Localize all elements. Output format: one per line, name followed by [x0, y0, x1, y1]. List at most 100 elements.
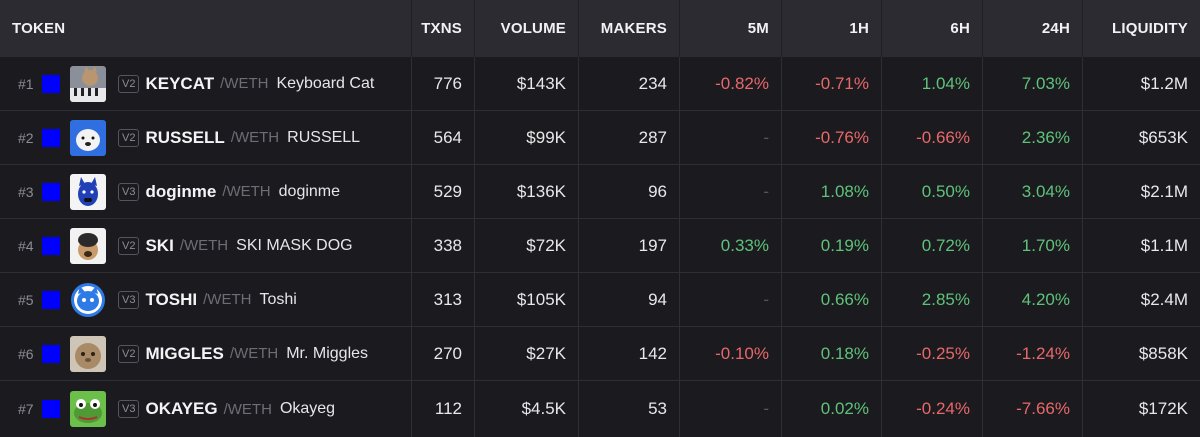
- token-cell[interactable]: #7 V3 OKAYEG /WETH Okayeg: [0, 381, 412, 437]
- keycat-avatar-icon: [70, 65, 106, 102]
- change-6h-cell: -0.66%: [882, 111, 983, 164]
- change-24h-cell: 1.70%: [983, 219, 1083, 272]
- col-24h[interactable]: 24H: [983, 0, 1083, 57]
- pair-separator: /: [203, 291, 208, 308]
- liquidity-cell: $1.2M: [1140, 73, 1188, 93]
- quote-token: /WETH: [230, 345, 278, 362]
- table-row[interactable]: #5 V3 TOSHI /WETH Toshi 313 $105K 94 - 0…: [0, 273, 1200, 327]
- quote-symbol: WETH: [207, 291, 252, 308]
- token-name: SKI MASK DOG: [236, 236, 353, 254]
- change-6h-cell: 0.50%: [882, 165, 983, 218]
- token-name: Toshi: [259, 290, 297, 308]
- table-row[interactable]: #3 V3 doginme /WETH doginme 529 $136K 96…: [0, 165, 1200, 219]
- change-1h-cell: 0.02%: [782, 381, 882, 437]
- col-liquidity[interactable]: LIQUIDITY: [1112, 20, 1188, 37]
- col-6h[interactable]: 6H: [882, 0, 983, 57]
- change-1h-cell: 1.08%: [782, 165, 882, 218]
- change-24h-cell: -1.24%: [983, 327, 1083, 380]
- makers-cell: 142: [579, 327, 680, 380]
- dex-version-badge: V2: [118, 128, 140, 147]
- dex-version-badge: V2: [118, 74, 140, 93]
- txns-cell: 270: [412, 327, 475, 380]
- col-5m[interactable]: 5M: [680, 0, 782, 57]
- table-header: TOKEN TXNS VOLUME MAKERS 5M 1H 6H 24H LI…: [0, 0, 1200, 57]
- txns-cell: 313: [412, 273, 475, 326]
- col-txns[interactable]: TXNS: [412, 0, 475, 57]
- change-24h-cell: 7.03%: [983, 57, 1083, 110]
- quote-symbol: WETH: [183, 237, 229, 254]
- change-5m-cell: -0.10%: [680, 327, 782, 380]
- liquidity-cell: $858K: [1138, 343, 1188, 363]
- dex-version-badge: V3: [118, 400, 140, 418]
- rank-label: #1: [18, 75, 34, 92]
- pair-separator: /: [223, 400, 228, 418]
- dex-version-badge: V3: [118, 182, 140, 201]
- table-body: #1 V2 KEYCAT /WETH Keyboard Cat 776 $143…: [0, 57, 1200, 437]
- token-cell[interactable]: #1 V2 KEYCAT /WETH Keyboard Cat: [0, 57, 412, 110]
- col-token[interactable]: TOKEN: [0, 0, 412, 57]
- chain-badge-icon: [42, 290, 60, 309]
- token-symbol[interactable]: OKAYEG: [145, 399, 218, 418]
- change-5m-cell: -: [680, 381, 782, 437]
- change-6h-cell: 0.72%: [882, 219, 983, 272]
- token-name: RUSSELL: [287, 128, 361, 146]
- col-1h[interactable]: 1H: [782, 0, 882, 57]
- table-row[interactable]: #2 V2 RUSSELL /WETH RUSSELL 564 $99K 287…: [0, 111, 1200, 165]
- quote-token: /WETH: [222, 183, 270, 200]
- liquidity-cell: $1.1M: [1140, 235, 1188, 255]
- token-name: doginme: [278, 182, 341, 200]
- change-6h-cell: -0.25%: [882, 327, 983, 380]
- dex-version-badge: V2: [118, 236, 140, 255]
- change-5m-cell: 0.33%: [680, 219, 782, 272]
- change-5m-cell: -: [680, 165, 782, 218]
- change-5m-cell: -: [680, 273, 782, 326]
- quote-symbol: WETH: [224, 75, 269, 92]
- table-row[interactable]: #6 V2 MIGGLES /WETH Mr. Miggles 270 $27K…: [0, 327, 1200, 381]
- token-cell[interactable]: #4 V2 SKI /WETH SKI MASK DOG: [0, 219, 412, 272]
- token-symbol[interactable]: KEYCAT: [145, 73, 215, 93]
- chain-badge-icon: [42, 182, 60, 201]
- token-cell[interactable]: #3 V3 doginme /WETH doginme: [0, 165, 412, 218]
- token-cell[interactable]: #5 V3 TOSHI /WETH Toshi: [0, 273, 412, 326]
- volume-cell: $136K: [475, 165, 579, 218]
- pair-separator: /: [220, 75, 225, 92]
- token-symbol[interactable]: doginme: [145, 181, 217, 201]
- dex-version-badge: V3: [118, 290, 140, 309]
- russell-avatar-icon: [70, 119, 106, 156]
- token-cell[interactable]: #2 V2 RUSSELL /WETH RUSSELL: [0, 111, 412, 164]
- chain-badge-icon: [42, 236, 60, 255]
- token-symbol[interactable]: RUSSELL: [145, 127, 225, 147]
- quote-token: /WETH: [203, 291, 251, 308]
- token-symbol[interactable]: TOSHI: [145, 289, 198, 309]
- col-volume[interactable]: VOLUME: [475, 0, 579, 57]
- makers-cell: 53: [579, 381, 680, 437]
- rank-label: #5: [18, 291, 34, 308]
- txns-cell: 564: [412, 111, 475, 164]
- quote-symbol: WETH: [234, 345, 279, 362]
- change-1h-cell: 0.66%: [782, 273, 882, 326]
- token-name: Keyboard Cat: [276, 74, 375, 92]
- quote-symbol: WETH: [226, 183, 271, 200]
- rank-label: #3: [18, 183, 34, 200]
- volume-cell: $143K: [475, 57, 579, 110]
- change-6h-cell: -0.24%: [882, 381, 983, 437]
- table-row[interactable]: #4 V2 SKI /WETH SKI MASK DOG 338 $72K 19…: [0, 219, 1200, 273]
- token-cell[interactable]: #6 V2 MIGGLES /WETH Mr. Miggles: [0, 327, 412, 380]
- volume-cell: $27K: [475, 327, 579, 380]
- rank-label: #6: [18, 345, 34, 362]
- pair-separator: /: [222, 183, 227, 200]
- rank-label: #7: [18, 401, 34, 417]
- token-symbol[interactable]: SKI: [145, 235, 174, 255]
- table-row[interactable]: #1 V2 KEYCAT /WETH Keyboard Cat 776 $143…: [0, 57, 1200, 111]
- token-symbol[interactable]: MIGGLES: [145, 343, 224, 363]
- col-makers[interactable]: MAKERS: [579, 0, 680, 57]
- makers-cell: 287: [579, 111, 680, 164]
- change-5m-cell: -0.82%: [680, 57, 782, 110]
- change-1h-cell: 0.19%: [782, 219, 882, 272]
- volume-cell: $4.5K: [475, 381, 579, 437]
- liquidity-cell: $2.4M: [1140, 289, 1188, 309]
- dex-version-badge: V2: [118, 344, 140, 363]
- table-row[interactable]: #7 V3 OKAYEG /WETH Okayeg 112 $4.5K 53 -…: [0, 381, 1200, 437]
- liquidity-cell: $653K: [1138, 127, 1188, 147]
